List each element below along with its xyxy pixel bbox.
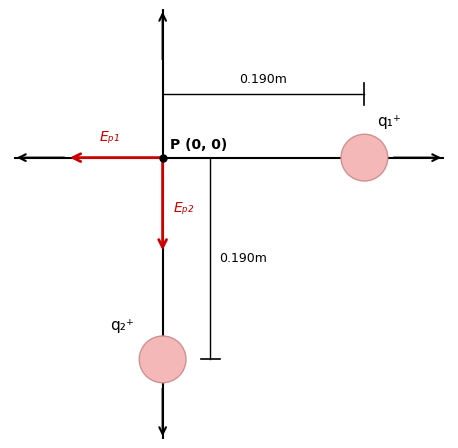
Circle shape <box>341 134 388 181</box>
Text: P (0, 0): P (0, 0) <box>170 138 227 152</box>
Text: q₁⁺: q₁⁺ <box>377 114 401 129</box>
Text: 0.190m: 0.190m <box>240 73 288 86</box>
Text: Eₚ₁: Eₚ₁ <box>99 130 120 144</box>
Circle shape <box>139 336 186 383</box>
Text: 0.190m: 0.190m <box>219 252 267 265</box>
Text: q₂⁺: q₂⁺ <box>110 318 134 333</box>
Text: Eₚ₂: Eₚ₂ <box>173 201 194 215</box>
